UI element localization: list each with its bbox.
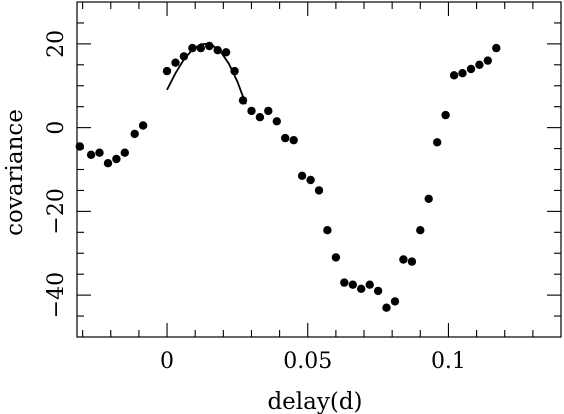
- data-point: [205, 41, 214, 51]
- data-point: [162, 66, 172, 76]
- data-point: [407, 257, 417, 266]
- data-point: [281, 133, 290, 143]
- data-point: [238, 96, 248, 105]
- y-tick-label: −20: [44, 188, 69, 234]
- data-point: [348, 280, 357, 289]
- x-axis-label: delay(d): [267, 389, 362, 414]
- y-tick-label: 0: [44, 121, 69, 135]
- x-tick-label: 0.1: [431, 349, 466, 374]
- data-point: [357, 284, 366, 293]
- data-points: [75, 41, 501, 312]
- data-point: [399, 255, 408, 264]
- data-point: [75, 142, 85, 151]
- data-point: [230, 66, 239, 76]
- data-point: [196, 43, 205, 53]
- data-point: [138, 121, 148, 130]
- data-point: [213, 46, 222, 55]
- y-tick-label: 20: [44, 30, 69, 58]
- data-point: [433, 138, 442, 147]
- data-point: [289, 136, 298, 145]
- data-point: [247, 106, 256, 116]
- data-point: [188, 43, 197, 53]
- data-point: [171, 58, 180, 67]
- data-point: [424, 194, 433, 203]
- data-point: [441, 110, 450, 120]
- data-point: [373, 286, 383, 296]
- data-point: [314, 186, 324, 195]
- data-point: [297, 171, 307, 180]
- data-point: [365, 280, 374, 289]
- data-point: [112, 154, 121, 164]
- data-point: [449, 71, 459, 80]
- data-point: [331, 253, 341, 262]
- x-tick-label: 0.05: [283, 349, 332, 374]
- data-point: [340, 278, 349, 287]
- data-point: [264, 106, 273, 116]
- y-tick-label: −40: [44, 272, 69, 318]
- data-point: [86, 150, 96, 159]
- x-tick-label: 0: [160, 349, 174, 374]
- data-point: [221, 48, 231, 57]
- data-point: [382, 303, 391, 312]
- data-point: [458, 69, 467, 78]
- data-point: [272, 117, 281, 126]
- axes: [76, 1, 562, 338]
- data-point: [103, 159, 113, 168]
- data-point: [120, 148, 129, 157]
- data-point: [130, 129, 139, 139]
- data-point: [306, 175, 315, 185]
- plot-frame: [76, 1, 562, 338]
- data-point: [323, 226, 332, 235]
- data-point: [179, 52, 189, 61]
- data-point: [95, 148, 104, 157]
- ticks: 0 0.05 0.1 −40 −20 0 20: [44, 2, 561, 374]
- data-point: [492, 43, 501, 53]
- y-axis-label: covariance: [2, 109, 28, 236]
- data-point: [483, 56, 492, 65]
- data-point: [466, 64, 476, 74]
- data-point: [390, 297, 400, 306]
- data-point: [475, 60, 484, 69]
- data-point: [416, 226, 425, 235]
- data-point: [255, 113, 265, 122]
